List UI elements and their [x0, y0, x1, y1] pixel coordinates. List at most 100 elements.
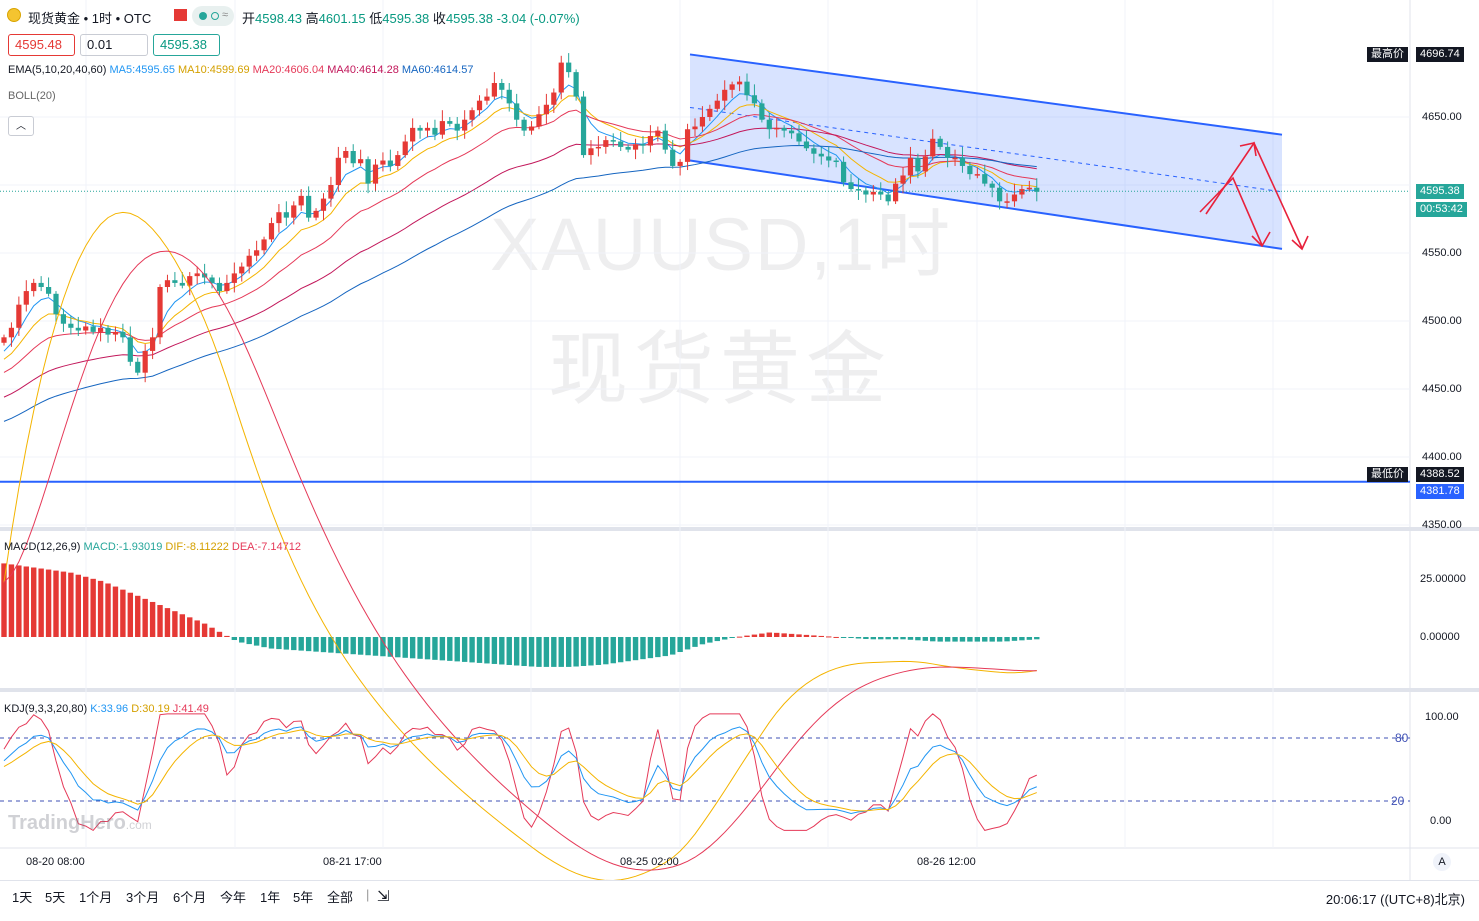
chart-canvas[interactable] [0, 0, 1479, 880]
macd-legend[interactable]: MACD(12,26,9) MACD:-1.93019 DIF:-8.11222… [4, 541, 301, 553]
candle [514, 103, 520, 120]
candle [870, 191, 876, 195]
macd-bar [543, 637, 550, 667]
macd-pane [1, 211, 1040, 880]
collapse-legend-button[interactable]: ︿ [8, 116, 34, 136]
macd-bar [313, 637, 319, 652]
macd-bar [826, 636, 832, 638]
sell-button[interactable]: 4595.48 [8, 34, 75, 56]
range-1d[interactable]: 1天 [12, 890, 33, 905]
macd-bar [75, 574, 81, 637]
buy-button[interactable]: 4595.38 [153, 34, 220, 56]
range-5d[interactable]: 5天 [45, 890, 66, 905]
candle [670, 149, 676, 166]
ma20-value: MA20:4606.04 [252, 64, 325, 76]
watermark-name: 现货黄金 [548, 325, 892, 414]
macd-bar [335, 637, 342, 654]
range-ytd[interactable]: 今年 [220, 890, 247, 905]
macd-bar [996, 637, 1003, 642]
range-all[interactable]: 全部 [327, 890, 354, 905]
macd-bar [261, 637, 267, 648]
macd-bar [253, 637, 260, 646]
auto-scale-button[interactable]: A [1433, 853, 1451, 871]
kdj-legend[interactable]: KDJ(9,3,3,20,80) K:33.96 D:30.19 J:41.49 [4, 703, 209, 715]
range-3m[interactable]: 3个月 [126, 890, 160, 905]
candle [38, 282, 44, 287]
candle [625, 146, 631, 150]
macd-bar [670, 637, 676, 655]
macd-bar [647, 637, 654, 659]
candle [989, 183, 995, 188]
symbol-title[interactable]: 现货黄金 • 1时 • OTC [28, 11, 152, 26]
range-5y[interactable]: 5年 [293, 890, 314, 905]
boll-legend[interactable]: BOLL(20) [8, 90, 56, 102]
macd-bar [974, 637, 981, 642]
ma60-value: MA60:4614.57 [401, 64, 474, 76]
range-6m[interactable]: 6个月 [173, 890, 207, 905]
candle [528, 126, 535, 131]
candle [751, 95, 758, 104]
candle [499, 83, 505, 90]
macd-bar [751, 634, 758, 637]
goto-date-icon[interactable]: ⇲ [377, 888, 390, 905]
macd-bar [305, 637, 312, 652]
macd-bar [372, 637, 379, 656]
pane-separator [0, 688, 1479, 692]
price-channel [689, 53, 1283, 250]
low-value: 4595.38 [382, 11, 430, 26]
price-tick: 4350.00 [1422, 519, 1462, 531]
macd-bar [350, 637, 356, 655]
candle [729, 84, 735, 90]
macd-bar [1, 563, 7, 637]
macd-bar [937, 637, 943, 642]
kdj-j-line [3, 713, 1037, 832]
ema-legend[interactable]: EMA(5,10,20,40,60) MA5:4595.65 MA10:4599… [8, 64, 473, 76]
candle [833, 160, 839, 163]
macd-bar [164, 608, 171, 637]
macd-bar [625, 637, 631, 662]
candle [105, 327, 111, 335]
macd-bar [774, 632, 780, 637]
macd-bar [112, 586, 119, 637]
macd-bar [209, 627, 215, 637]
candle [365, 159, 371, 184]
macd-bar [692, 637, 698, 647]
candle [1019, 189, 1025, 195]
range-1m[interactable]: 1个月 [79, 890, 113, 905]
candle [781, 127, 787, 131]
close-value: 4595.38 [445, 11, 493, 26]
candle [677, 161, 683, 166]
change-value: -3.04 (-0.07%) [496, 11, 580, 26]
price-tick: 4650.00 [1422, 111, 1462, 123]
flag-icon[interactable] [174, 9, 187, 21]
macd-bar [722, 637, 728, 640]
macd-bar [840, 637, 847, 638]
candle [283, 212, 289, 218]
macd-bar [714, 637, 720, 642]
range-1y[interactable]: 1年 [260, 890, 281, 905]
candle [863, 190, 869, 195]
candle [551, 92, 557, 105]
candle [840, 161, 847, 183]
macd-bar [952, 637, 958, 642]
candle [8, 327, 15, 338]
candle [447, 121, 453, 124]
projection-arrow-1 [1199, 176, 1263, 246]
macd-bar [930, 637, 936, 642]
macd-bar [45, 569, 52, 637]
high-price-tag: 4696.74 [1416, 47, 1464, 62]
candle [744, 81, 750, 96]
macd-bar [120, 589, 126, 637]
macd-bar [610, 637, 616, 664]
ma10-value: MA10:4599.69 [178, 64, 250, 76]
candle [380, 160, 386, 165]
macd-bar [655, 637, 661, 658]
macd-bar [224, 635, 230, 637]
macd-bar [461, 637, 468, 662]
candle [313, 210, 319, 218]
gold-symbol-icon [7, 8, 21, 22]
arrowhead [1251, 231, 1271, 248]
candle [952, 157, 958, 160]
quantity-input[interactable]: 0.01 [80, 34, 148, 56]
macd-bar [476, 637, 483, 663]
